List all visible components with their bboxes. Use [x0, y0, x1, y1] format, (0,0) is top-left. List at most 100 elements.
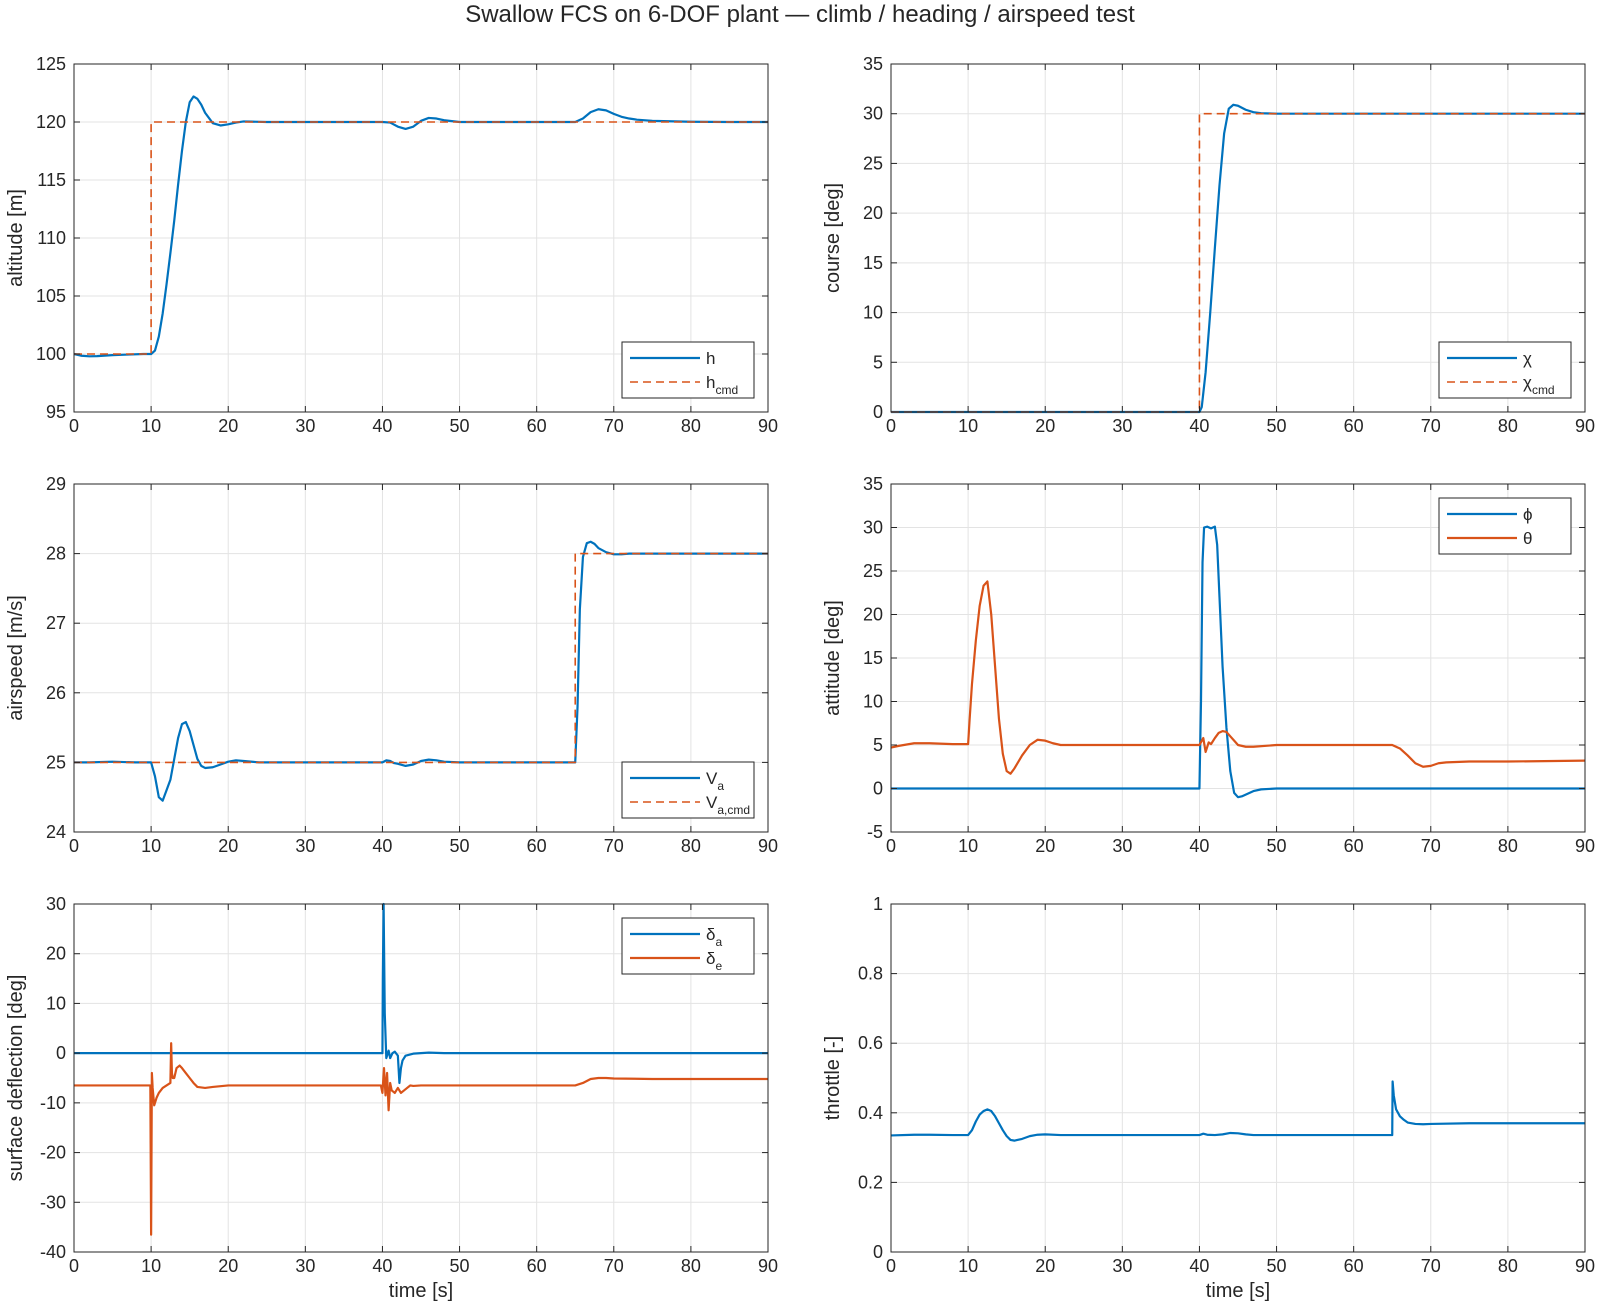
x-tick-label: 80	[681, 416, 701, 436]
y-tick-label: 20	[46, 944, 66, 964]
y-tick-label: 30	[863, 104, 883, 124]
y-tick-label: -30	[40, 1192, 66, 1212]
x-tick-label: 10	[141, 416, 161, 436]
y-tick-label: 0	[873, 779, 883, 799]
legend-box	[1438, 497, 1572, 555]
x-tick-label: 50	[450, 836, 470, 856]
x-tick-label: 10	[141, 1256, 161, 1276]
ticks: 0 10 20 30 40 50 60 70 80 90 0 5 10 15 20 25 30 35	[863, 54, 1595, 436]
x-tick-label: 90	[758, 836, 778, 856]
legend-label-0: ϕ	[1523, 505, 1533, 524]
x-tick-label: 0	[886, 1256, 896, 1276]
chart-throttle: 0 10 20 30 40 50 60 70 80 90 0 0.2 0.4 0.6 0.8 1 throttl…	[822, 894, 1595, 1302]
series-1-line	[890, 580, 1586, 775]
y-tick-label: -40	[40, 1242, 66, 1262]
x-tick-label: 70	[604, 836, 624, 856]
ticks: 0 10 20 30 40 50 60 70 80 90 24 25 26 27 28 29	[46, 474, 778, 856]
y-tick-label: -20	[40, 1143, 66, 1163]
y-axis-label: throttle [-]	[822, 1036, 844, 1120]
y-axis-label: attitude [deg]	[822, 600, 844, 716]
chart-airspeed: 0 10 20 30 40 50 60 70 80 90 24 25 26 27 28 29 airspeed …	[5, 474, 778, 856]
legend-label-1-sub: cmd	[715, 383, 738, 397]
x-tick-label: 30	[295, 836, 315, 856]
legend-label-1-sub: a,cmd	[717, 803, 750, 817]
y-tick-label: 15	[863, 253, 883, 273]
y-tick-label: 105	[36, 286, 66, 306]
y-tick-label: 15	[863, 648, 883, 668]
x-tick-label: 50	[450, 416, 470, 436]
x-tick-label: 0	[69, 416, 79, 436]
ticks: 0 10 20 30 40 50 60 70 80 90 95 100 105 110 115 120 125	[36, 54, 778, 436]
y-tick-label: 25	[46, 752, 66, 772]
y-tick-label: 1	[873, 894, 883, 914]
y-tick-label: 27	[46, 613, 66, 633]
x-tick-label: 60	[527, 836, 547, 856]
x-tick-label: 30	[1112, 836, 1132, 856]
x-tick-label: 40	[372, 836, 392, 856]
legend-label-0: Va	[706, 769, 724, 793]
y-tick-label: 120	[36, 112, 66, 132]
y-tick-label: 110	[37, 228, 66, 248]
legend-label-1: Va,cmd	[706, 793, 750, 817]
y-tick-label: 0	[56, 1043, 66, 1063]
axes-box	[73, 903, 769, 1253]
legend-label-1-base: V	[706, 793, 718, 812]
x-tick-label: 0	[69, 836, 79, 856]
y-tick-label: 20	[863, 605, 883, 625]
x-tick-label: 70	[1421, 836, 1441, 856]
x-tick-label: 80	[1498, 1256, 1518, 1276]
y-tick-label: 35	[863, 54, 883, 74]
x-tick-label: 30	[295, 1256, 315, 1276]
y-tick-label: 5	[873, 352, 883, 372]
x-tick-label: 10	[958, 416, 978, 436]
x-tick-label: 20	[1035, 1256, 1055, 1276]
y-tick-label: 35	[863, 474, 883, 494]
legend-label-1: hcmd	[706, 373, 738, 397]
chart-attitude: 0 10 20 30 40 50 60 70 80 90-505101520253035attit…	[822, 474, 1595, 856]
series-0-line	[74, 902, 768, 1085]
y-tick-label: 10	[46, 993, 66, 1013]
x-tick-label: 40	[1189, 836, 1209, 856]
chart-altitude: 0 10 20 30 40 50 60 70 80 90 95 100 105 110 115 120 125 a…	[5, 54, 778, 436]
y-tick-label: 0.4	[858, 1103, 883, 1123]
x-axis-label: time [s]	[1206, 1280, 1270, 1302]
ticks: 0 10 20 30 40 50 60 70 80 90 0 0.2 0.4 0.6 0.8 1	[858, 894, 1595, 1276]
y-axis-label: course [deg]	[822, 183, 844, 293]
x-tick-label: 10	[958, 1256, 978, 1276]
x-tick-label: 40	[372, 416, 392, 436]
plot-area	[891, 904, 1585, 1252]
y-tick-label: 25	[863, 153, 883, 173]
y-tick-label: 26	[46, 683, 66, 703]
series-1-line	[74, 552, 768, 764]
x-tick-label: 60	[527, 1256, 547, 1276]
x-tick-label: 60	[1344, 416, 1364, 436]
y-tick-label: 95	[46, 402, 66, 422]
legend-box	[1438, 341, 1572, 399]
y-tick-label: 100	[36, 344, 66, 364]
legend-label-1-sub: cmd	[1532, 383, 1555, 397]
x-tick-label: 30	[1112, 416, 1132, 436]
legend-label-1: χcmd	[1523, 373, 1555, 397]
legend-label-0: h	[706, 349, 715, 368]
y-tick-label: 10	[863, 692, 883, 712]
legend-label-0: δa	[706, 925, 722, 949]
series-0-line	[891, 103, 1585, 414]
y-tick-label: 10	[863, 303, 883, 323]
legend-box	[621, 917, 755, 975]
x-tick-label: 70	[1421, 416, 1441, 436]
legend: h hcmd	[621, 341, 755, 399]
figure-title: Swallow FCS on 6-DOF plant — climb / hea…	[465, 1, 1135, 28]
y-tick-label: 125	[36, 54, 66, 74]
legend-label-1-base: θ	[1523, 529, 1532, 548]
y-axis-label: surface deflection [deg]	[5, 975, 27, 1182]
series-1-line	[74, 121, 768, 355]
legend-label-0-base: χ	[1523, 349, 1532, 368]
x-tick-label: 80	[681, 1256, 701, 1276]
x-tick-label: 50	[1267, 416, 1287, 436]
y-tick-label: 0.6	[858, 1033, 883, 1053]
x-tick-label: 20	[218, 836, 238, 856]
y-tick-label: 0	[873, 402, 883, 422]
y-axis-label: altitude [m]	[5, 189, 27, 287]
x-tick-label: 50	[1267, 836, 1287, 856]
x-tick-label: 40	[1189, 416, 1209, 436]
